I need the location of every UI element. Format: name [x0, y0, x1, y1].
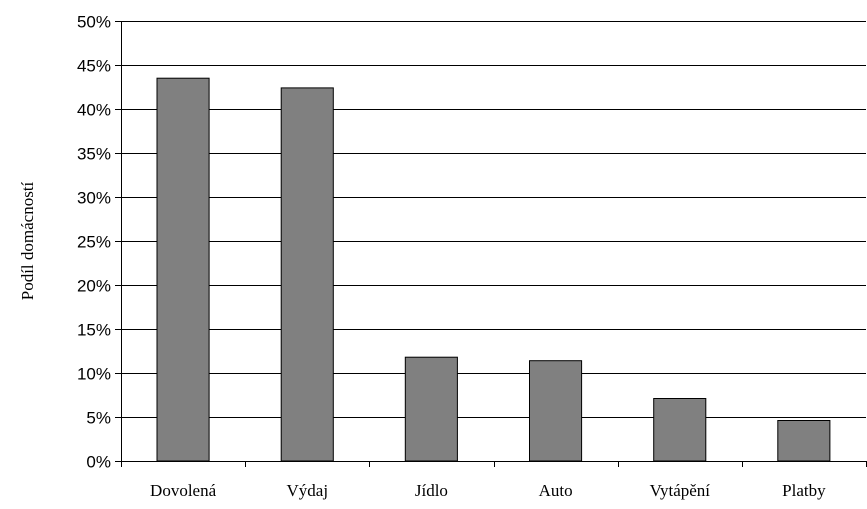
- y-tick-labels: 0% 5% 10% 15% 20% 25% 30% 35% 40% 45% 50%: [77, 13, 111, 472]
- bar-5: [777, 420, 831, 462]
- y-tick-label: 0%: [86, 453, 111, 472]
- y-tick-label: 30%: [77, 189, 111, 208]
- x-category-label: Vytápění: [650, 481, 711, 500]
- x-tick-labels: Dovolená Výdaj Jídlo Auto Vytápění Platby: [150, 481, 826, 500]
- bar-4: [653, 398, 707, 462]
- x-category-label: Jídlo: [415, 481, 448, 500]
- y-axis-title: Podíl domácností: [18, 181, 37, 300]
- y-tick-label: 35%: [77, 145, 111, 164]
- y-tick-label: 15%: [77, 321, 111, 340]
- x-category-label: Výdaj: [287, 481, 329, 500]
- y-tick-label: 5%: [86, 409, 111, 428]
- axes: [115, 21, 867, 467]
- y-tick-label: 45%: [77, 57, 111, 76]
- y-tick-label: 40%: [77, 101, 111, 120]
- y-tick-label: 25%: [77, 233, 111, 252]
- x-category-label: Dovolená: [150, 481, 217, 500]
- x-category-label: Auto: [539, 481, 573, 500]
- y-tick-label: 10%: [77, 365, 111, 384]
- bars: [156, 77, 831, 462]
- x-category-label: Platby: [782, 481, 826, 500]
- bar-1: [280, 87, 334, 462]
- y-tick-label: 20%: [77, 277, 111, 296]
- bar-2: [404, 356, 458, 462]
- y-tick-label: 50%: [77, 13, 111, 32]
- bar-3: [529, 360, 583, 462]
- bar-0: [156, 77, 210, 462]
- gridlines: [121, 21, 866, 418]
